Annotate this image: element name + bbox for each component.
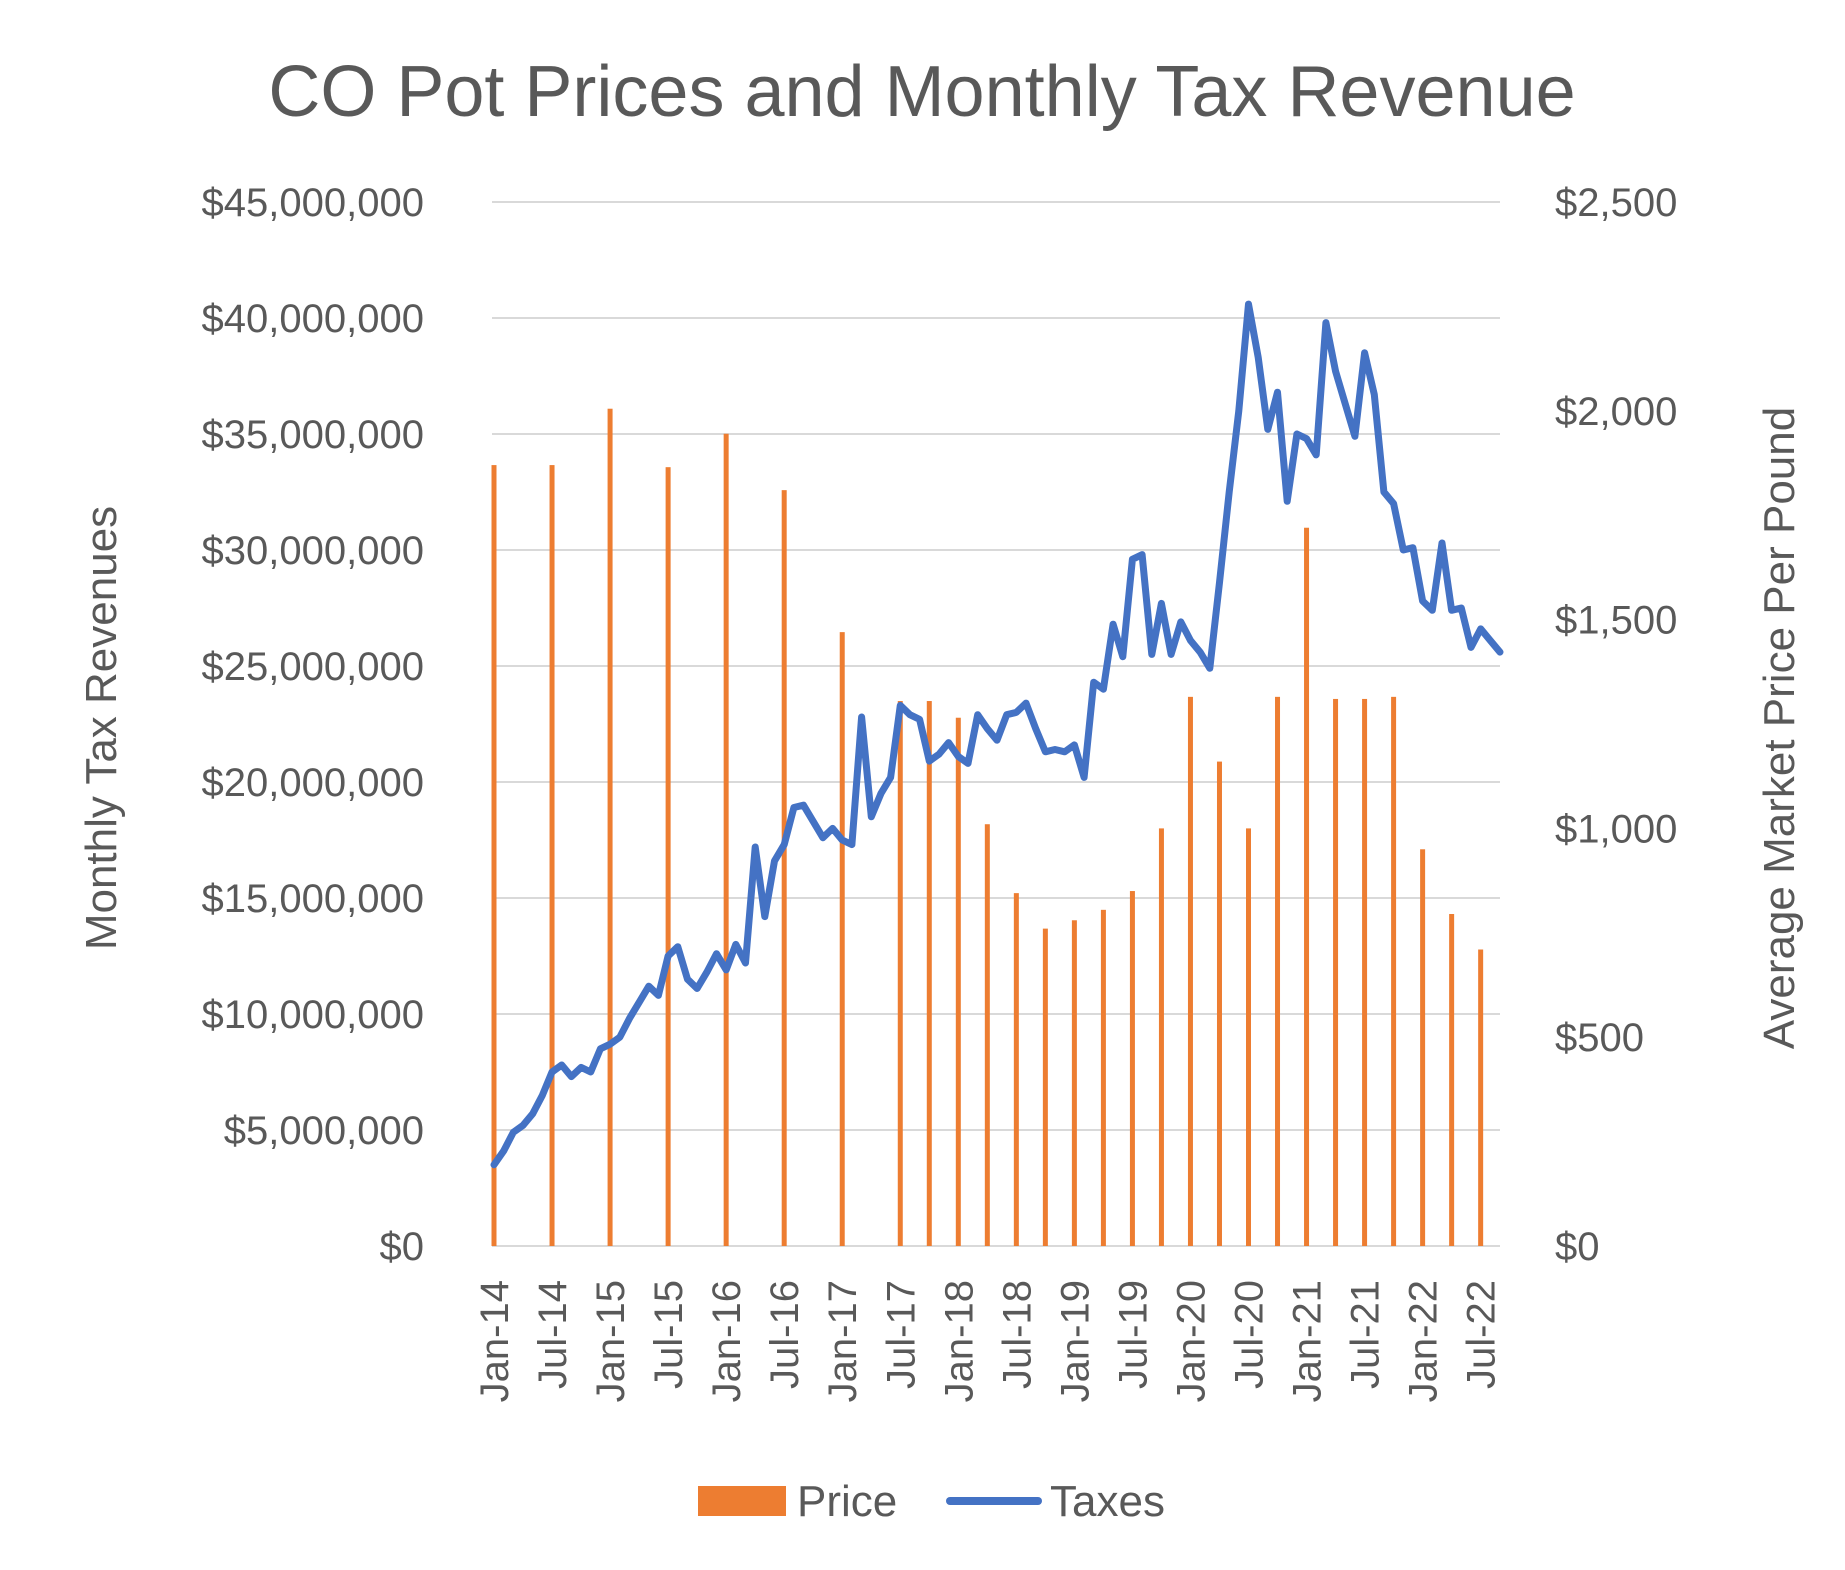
right-axis-title: Average Market Price Per Pound	[1755, 407, 1804, 1049]
left-axis-ticks: $0 $5,000,000 $10,000,000 $15,000,000 $20,00…	[202, 181, 424, 1269]
price-bar	[1391, 696, 1397, 1246]
left-tick-label: $30,000,000	[202, 529, 424, 573]
left-axis-title: Monthly Tax Revenues	[77, 506, 126, 950]
price-bar	[1478, 949, 1484, 1246]
taxes-line	[490, 300, 1504, 1169]
right-tick-label: $500	[1555, 1016, 1644, 1060]
gridlines	[492, 201, 1500, 1247]
x-tick-label: Jul-15	[647, 1280, 691, 1389]
price-bar	[549, 465, 555, 1246]
price-bar	[607, 408, 613, 1246]
x-tick-label: Jul-18	[995, 1280, 1039, 1389]
price-bar	[1216, 761, 1222, 1246]
legend: Price Taxes	[698, 1477, 1165, 1526]
price-bar	[1275, 696, 1281, 1246]
price-bar	[1362, 698, 1368, 1246]
price-bar	[491, 465, 497, 1246]
price-bar	[1333, 698, 1339, 1246]
left-tick-label: $45,000,000	[202, 181, 424, 225]
price-bar	[1246, 828, 1251, 1246]
price-bar	[897, 701, 903, 1246]
right-axis-ticks: $0 $500 $1,000 $1,500 $2,000 $2,500	[1555, 181, 1677, 1269]
left-tick-label: $10,000,000	[202, 993, 424, 1037]
left-tick-label: $35,000,000	[202, 413, 424, 457]
x-tick-label: Jan-22	[1402, 1280, 1446, 1402]
price-bar	[723, 433, 729, 1246]
x-axis-ticks: Jan-14 Jul-14 Jan-15 Jul-15 Jan-16 Jul-16 Jan-…	[473, 1280, 1504, 1402]
price-bar	[1042, 928, 1048, 1246]
price-bar	[1158, 828, 1164, 1246]
x-tick-label: Jul-16	[763, 1280, 807, 1389]
left-tick-label: $15,000,000	[202, 877, 424, 921]
left-tick-label: $20,000,000	[202, 761, 424, 805]
price-bar	[1071, 920, 1077, 1246]
right-tick-label: $0	[1555, 1225, 1600, 1269]
x-tick-label: Jul-20	[1228, 1280, 1272, 1389]
chart-title: CO Pot Prices and Monthly Tax Revenue	[268, 52, 1575, 132]
left-tick-label: $0	[380, 1225, 425, 1269]
price-bar	[665, 467, 671, 1246]
price-bar	[1129, 891, 1135, 1246]
x-tick-label: Jan-17	[821, 1280, 865, 1402]
price-bar	[1304, 527, 1310, 1246]
legend-taxes-label: Taxes	[1050, 1477, 1165, 1526]
price-bar	[1449, 914, 1455, 1246]
price-bars	[491, 408, 1484, 1246]
left-tick-label: $40,000,000	[202, 297, 424, 341]
left-tick-label: $25,000,000	[202, 645, 424, 689]
right-tick-label: $2,000	[1555, 390, 1677, 434]
price-bar	[1100, 909, 1106, 1246]
price-bar	[926, 701, 932, 1246]
price-bar	[984, 824, 990, 1246]
x-tick-label: Jan-16	[705, 1280, 749, 1402]
taxes-line-layer	[490, 300, 1504, 1169]
x-tick-label: Jan-20	[1169, 1280, 1213, 1402]
x-tick-label: Jan-18	[937, 1280, 981, 1402]
x-tick-label: Jul-14	[531, 1280, 575, 1389]
right-tick-label: $1,000	[1555, 807, 1677, 851]
legend-price-label: Price	[797, 1477, 897, 1526]
x-tick-label: Jul-19	[1111, 1280, 1155, 1389]
legend-price-swatch	[698, 1486, 786, 1516]
price-bar	[1013, 893, 1019, 1246]
price-bar	[1187, 696, 1193, 1246]
x-tick-label: Jan-21	[1286, 1280, 1330, 1402]
x-tick-label: Jan-14	[473, 1280, 517, 1402]
price-bar	[1420, 849, 1426, 1246]
right-tick-label: $1,500	[1555, 599, 1677, 643]
x-tick-label: Jan-19	[1053, 1280, 1097, 1402]
x-tick-label: Jan-15	[589, 1280, 633, 1402]
left-tick-label: $5,000,000	[224, 1109, 424, 1153]
x-tick-label: Jul-22	[1460, 1280, 1504, 1389]
price-bar	[781, 490, 787, 1246]
price-bar	[955, 717, 961, 1246]
right-tick-label: $2,500	[1555, 181, 1677, 225]
x-tick-label: Jul-17	[879, 1280, 923, 1389]
x-tick-label: Jul-21	[1344, 1280, 1388, 1389]
price-bar	[839, 632, 845, 1246]
